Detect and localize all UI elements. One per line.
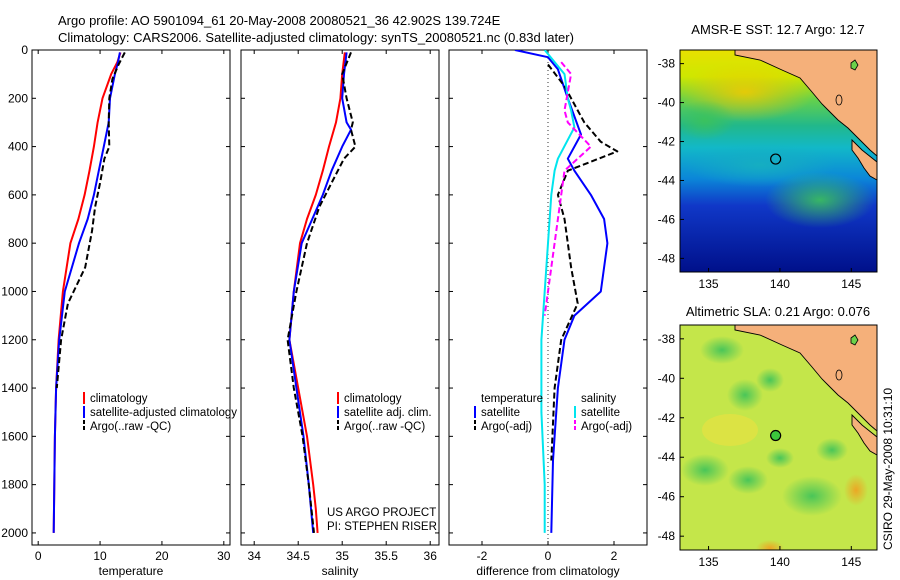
salinity-xlabel: salinity xyxy=(322,564,359,578)
y-tick-label: 1000 xyxy=(1,284,28,298)
y-tick-label: -38 xyxy=(658,332,676,346)
x-tick-label: 140 xyxy=(770,555,790,569)
island xyxy=(835,94,843,106)
y-tick-label: -46 xyxy=(658,490,676,504)
y-tick-label: -48 xyxy=(658,251,676,265)
series-line-argo xyxy=(286,52,357,534)
mainland-australia xyxy=(734,50,877,157)
x-tick-label: 135 xyxy=(699,277,719,291)
series-line-climatology xyxy=(288,52,346,533)
legend-label: satellite xyxy=(581,407,620,419)
y-tick-label: -44 xyxy=(658,173,676,187)
temperature-axes: 0 10 20 30 0 200 400 600 800 1000 1200 1400 1600 1800… xyxy=(1,43,231,563)
x-tick-label: 36 xyxy=(424,549,438,563)
x-tick-label: 135 xyxy=(699,555,719,569)
x-tick-label: 30 xyxy=(217,549,231,563)
difference-legend: temperature satellite Argo(-adj) salinit… xyxy=(474,393,632,433)
legend-label: Argo(-adj) xyxy=(581,421,632,433)
pi-annotation: PI: STEPHEN RISER xyxy=(327,521,437,533)
series-line-satellite xyxy=(288,52,352,533)
sla-map-axes: 135 140 145 -38 -40 -42 -44 -46 -48 xyxy=(658,332,862,569)
temperature-series xyxy=(52,51,126,533)
series-line-satellite xyxy=(52,52,121,533)
x-tick-label: 140 xyxy=(770,277,790,291)
x-tick-label: 2 xyxy=(611,549,618,563)
y-tick-label: -40 xyxy=(658,371,676,385)
temperature-legend: climatology satellite-adjusted climatolo… xyxy=(83,392,237,433)
coast-detail xyxy=(851,138,877,181)
temperature-panel-frame xyxy=(31,49,231,546)
y-tick-label: -42 xyxy=(658,411,676,425)
legend-label: Argo(..raw -QC) xyxy=(344,421,425,433)
legend-label: climatology xyxy=(90,393,148,405)
salinity-series xyxy=(286,52,357,534)
mainland-australia xyxy=(734,325,877,432)
y-tick-label: 1800 xyxy=(1,478,28,492)
sst-map-frame xyxy=(679,49,878,273)
legend-label: satellite adj. clim. xyxy=(344,407,432,419)
x-tick-label: 35 xyxy=(336,549,350,563)
legend-group-salinity: salinity xyxy=(581,393,616,405)
legend-label: Argo(..raw -QC) xyxy=(90,421,171,433)
x-tick-label: 34.5 xyxy=(287,549,311,563)
difference-series xyxy=(514,50,619,533)
series-line-sal_satellite xyxy=(540,50,576,533)
project-annotation: US ARGO PROJECT xyxy=(327,507,436,519)
x-tick-label: 20 xyxy=(155,549,169,563)
y-tick-label: -42 xyxy=(658,135,676,149)
salinity-panel-frame xyxy=(240,49,440,546)
y-tick-label: 1200 xyxy=(1,333,28,347)
x-tick-label: 0 xyxy=(545,549,552,563)
y-tick-label: -48 xyxy=(658,529,676,543)
sst-map-axes: 135 140 145 -38 -40 -42 -44 -46 -48 xyxy=(658,57,862,291)
legend-group-temperature: temperature xyxy=(481,393,543,405)
legend-label: climatology xyxy=(344,393,402,405)
y-tick-label: 400 xyxy=(8,140,28,154)
legend-label: satellite xyxy=(481,407,520,419)
island xyxy=(850,59,859,71)
argo-location-marker xyxy=(770,153,782,165)
legend-label: Argo(-adj) xyxy=(481,421,532,433)
y-tick-label: -46 xyxy=(658,212,676,226)
x-tick-label: 34 xyxy=(248,549,262,563)
x-tick-label: 35.5 xyxy=(375,549,399,563)
header-title-line2: Climatology: CARS2006. Satellite-adjuste… xyxy=(58,30,574,45)
header-title-line1: Argo profile: AO 5901094_61 20-May-2008 … xyxy=(58,13,501,28)
sla-map-title: Altimetric SLA: 0.21 Argo: 0.076 xyxy=(686,304,870,319)
salinity-legend: climatology satellite adj. clim. Argo(..… xyxy=(337,392,432,433)
argo-location-marker xyxy=(770,429,782,442)
y-tick-label: -38 xyxy=(658,57,676,71)
sst-map-field xyxy=(680,50,877,272)
legend-label: satellite-adjusted climatology xyxy=(90,407,237,419)
sla-map-field xyxy=(680,325,877,550)
y-tick-label: 1400 xyxy=(1,381,28,395)
sla-map-frame xyxy=(679,324,878,551)
y-tick-label: 2000 xyxy=(1,526,28,540)
series-line-temp_diff_argo xyxy=(547,63,619,461)
island xyxy=(850,334,859,346)
x-tick-label: -2 xyxy=(477,549,488,563)
sst-map-title: AMSR-E SST: 12.7 Argo: 12.7 xyxy=(691,22,864,37)
x-tick-label: 10 xyxy=(93,549,107,563)
x-tick-label: 145 xyxy=(841,555,861,569)
x-tick-label: 0 xyxy=(35,549,42,563)
difference-axes: -2 0 2 xyxy=(449,49,647,563)
y-tick-label: -44 xyxy=(658,450,676,464)
salinity-axes: 34 34.5 35 35.5 36 xyxy=(241,49,439,563)
series-line-satellite xyxy=(514,50,609,533)
y-tick-label: -40 xyxy=(658,96,676,110)
csiro-timestamp: CSIRO 29-May-2008 10:31:10 xyxy=(881,388,895,550)
coast-detail xyxy=(851,413,877,456)
island xyxy=(835,369,843,381)
y-tick-label: 1600 xyxy=(1,429,28,443)
y-tick-label: 600 xyxy=(8,188,28,202)
y-tick-label: 800 xyxy=(8,236,28,250)
y-tick-label: 0 xyxy=(21,43,28,57)
series-line-argo xyxy=(55,51,126,389)
temperature-xlabel: temperature xyxy=(99,564,164,578)
x-tick-label: 145 xyxy=(841,277,861,291)
y-tick-label: 200 xyxy=(8,91,28,105)
difference-xlabel: difference from climatology xyxy=(476,564,619,578)
